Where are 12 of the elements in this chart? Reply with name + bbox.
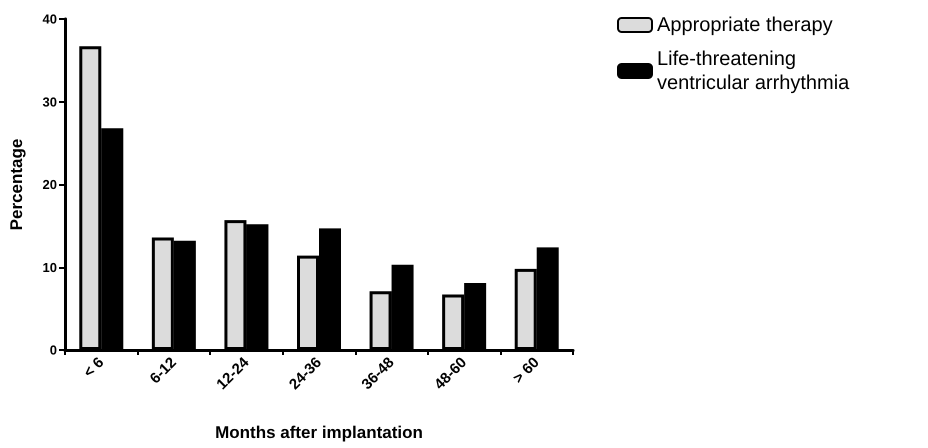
- y-axis-title: Percentage: [7, 138, 26, 230]
- legend-label: Life-threatening ventricular arrhythmia: [657, 48, 850, 94]
- legend-label: Appropriate therapy: [657, 14, 833, 36]
- x-tick-label: > 60: [510, 354, 543, 387]
- y-tick-label: 40: [42, 12, 57, 26]
- y-tick-label: 0: [50, 342, 57, 358]
- x-tick-label: < 6: [80, 354, 108, 382]
- y-tick-label: 30: [42, 94, 57, 110]
- y-tick-label: 10: [42, 260, 57, 275]
- x-axis-title: Months after implantation: [215, 423, 423, 442]
- y-tick-label: 20: [42, 177, 57, 192]
- x-tick-label: 6-12: [146, 354, 180, 388]
